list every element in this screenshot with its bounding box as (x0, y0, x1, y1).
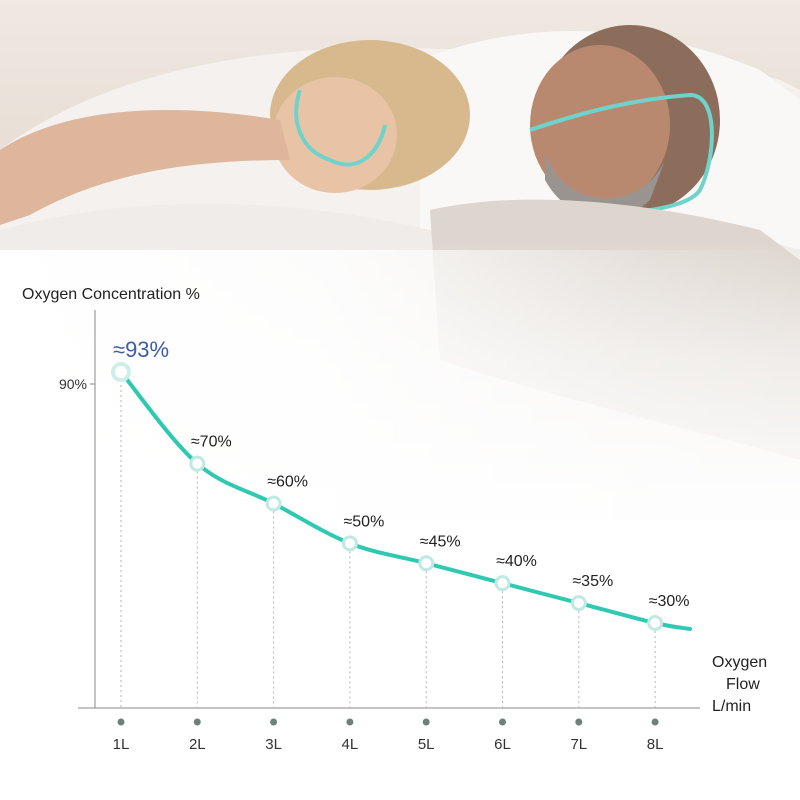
x-tick-label-6L: 6L (494, 736, 511, 753)
data-point-4L (341, 535, 358, 552)
x-tick-label-8L: 8L (647, 736, 664, 753)
data-point-5L (418, 555, 435, 572)
x-tick-label-5L: 5L (418, 736, 435, 753)
x-tick-dot-5L (422, 718, 430, 726)
y-axis-title: Oxygen Concentration % (22, 286, 200, 303)
x-tick-dot-1L (117, 718, 125, 726)
data-label-4L: ≈50% (343, 513, 384, 530)
y-tick-label-90: 90% (59, 376, 87, 392)
x-axis-title: Oxygen Flow L/min (712, 652, 767, 718)
x-tick-dot-3L (270, 718, 278, 726)
x-tick-dot-7L (575, 718, 583, 726)
data-label-7L: ≈35% (572, 573, 613, 590)
data-label-2L: ≈70% (191, 434, 232, 451)
x-axis-title-line-2: Flow (726, 676, 760, 693)
data-label-3L: ≈60% (267, 474, 308, 491)
data-label-5L: ≈45% (420, 533, 461, 550)
x-axis-title-line-3: L/min (712, 698, 752, 715)
x-tick-label-3L: 3L (265, 736, 282, 753)
x-tick-label-1L: 1L (113, 736, 130, 753)
data-label-8L: ≈30% (649, 593, 690, 610)
series-line (119, 370, 692, 631)
x-tick-dot-2L (193, 718, 201, 726)
x-tick-label-4L: 4L (342, 736, 359, 753)
data-point-3L (265, 495, 282, 512)
data-label-6L: ≈40% (496, 553, 537, 570)
data-point-6L (494, 575, 511, 592)
x-tick-dot-8L (651, 718, 659, 726)
data-point-8L (647, 615, 664, 631)
x-tick-dot-4L (346, 718, 354, 726)
x-tick-dot-6L (499, 718, 506, 726)
data-label-1L: ≈93% (113, 337, 169, 362)
data-point-7L (570, 595, 587, 612)
x-tick-label-2L: 2L (189, 736, 206, 753)
x-tick-label-7L: 7L (570, 736, 587, 753)
x-axis-title-line-1: Oxygen (712, 654, 768, 671)
data-point-1L (111, 362, 131, 383)
data-point-2L (189, 455, 206, 472)
